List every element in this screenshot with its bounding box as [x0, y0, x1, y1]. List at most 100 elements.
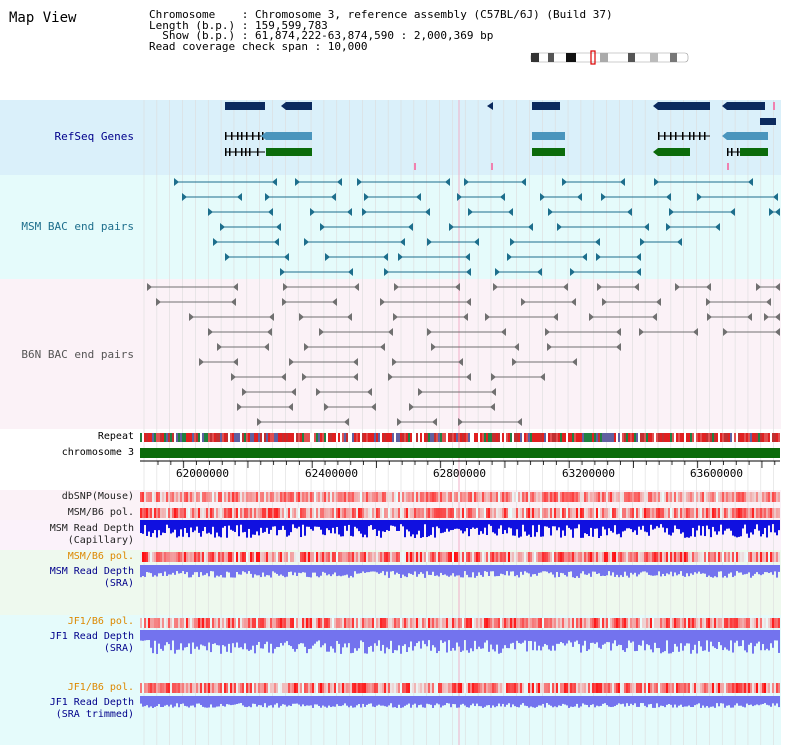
depth-bar: [720, 565, 722, 572]
repeat-segment: [414, 433, 416, 442]
heat-cell: [598, 492, 600, 502]
heat-cell: [242, 492, 244, 502]
heat-cell: [504, 618, 506, 628]
depth-bar: [556, 520, 558, 531]
depth-bar: [286, 520, 288, 537]
heat-cell: [280, 618, 282, 628]
repeat-segment: [610, 433, 612, 442]
heat-cell: [746, 618, 748, 628]
track-label-b6n-bac[interactable]: B6N BAC end pairs: [21, 348, 134, 361]
heat-cell: [200, 492, 202, 502]
depth-bar: [484, 630, 486, 643]
heat-cell: [740, 552, 742, 562]
heat-cell: [624, 683, 626, 693]
depth-bar: [760, 520, 762, 537]
heat-cell: [738, 683, 740, 693]
heat-cell: [266, 683, 268, 693]
heat-cell: [594, 618, 596, 628]
heat-cell: [444, 508, 446, 518]
depth-bar: [598, 630, 600, 648]
depth-bar: [508, 565, 510, 576]
depth-bar: [308, 520, 310, 527]
depth-bar: [734, 630, 736, 643]
repeat-segment: [332, 433, 334, 442]
repeat-segment: [250, 433, 252, 442]
heat-cell: [516, 508, 518, 518]
heat-cell: [240, 552, 242, 562]
heat-cell: [434, 552, 436, 562]
repeat-segment: [242, 433, 244, 442]
heat-cell: [414, 552, 416, 562]
depth-bar: [468, 565, 470, 578]
depth-bar: [144, 630, 146, 641]
heat-cell: [758, 683, 760, 693]
heat-cell: [456, 508, 458, 518]
depth-bar: [492, 630, 494, 650]
track-label-jf1-depth-trim-sub: (SRA trimmed): [55, 709, 134, 720]
depth-bar: [192, 696, 194, 706]
depth-bar: [684, 696, 686, 707]
repeat-segment: [166, 433, 168, 442]
depth-bar: [290, 696, 292, 707]
heat-cell: [632, 492, 634, 502]
heat-cell: [540, 552, 542, 562]
heat-cell: [460, 552, 462, 562]
depth-bar: [264, 696, 266, 704]
heat-cell: [670, 683, 672, 693]
depth-bar: [516, 565, 518, 576]
depth-bar: [162, 696, 164, 708]
depth-bar: [154, 520, 156, 531]
heat-cell: [460, 508, 462, 518]
heat-cell: [468, 618, 470, 628]
heat-cell: [140, 683, 142, 693]
depth-bar: [490, 630, 492, 645]
heat-cell: [204, 683, 206, 693]
depth-bar: [288, 630, 290, 646]
heat-cell: [642, 618, 644, 628]
heat-cell: [544, 618, 546, 628]
depth-bar: [696, 696, 698, 705]
depth-bar: [392, 630, 394, 654]
depth-bar: [674, 565, 676, 573]
track-label-msm-bac[interactable]: MSM BAC end pairs: [21, 220, 134, 233]
heat-cell: [552, 683, 554, 693]
repeat-segment: [246, 433, 248, 442]
depth-bar: [686, 520, 688, 538]
depth-bar: [446, 696, 448, 704]
depth-bar: [742, 630, 744, 641]
heat-cell: [618, 618, 620, 628]
heat-cell: [234, 508, 236, 518]
heat-cell: [392, 508, 394, 518]
heat-cell: [412, 683, 414, 693]
depth-bar: [170, 565, 172, 575]
heat-cell: [234, 552, 236, 562]
track-label-refseq[interactable]: RefSeq Genes: [54, 130, 134, 143]
depth-bar: [248, 696, 250, 707]
heat-cell: [398, 683, 400, 693]
heat-cell: [444, 618, 446, 628]
depth-bar: [636, 630, 638, 651]
heat-cell: [224, 552, 226, 562]
heat-cell: [432, 618, 434, 628]
depth-bar: [538, 565, 540, 573]
depth-bar: [256, 565, 258, 576]
depth-bar: [722, 520, 724, 535]
bac-end: [675, 283, 680, 291]
heat-cell: [700, 508, 702, 518]
heat-cell: [170, 508, 172, 518]
heat-cell: [422, 618, 424, 628]
heat-cell: [518, 508, 520, 518]
depth-bar: [700, 696, 702, 708]
gene-block: [532, 102, 560, 110]
depth-bar: [448, 520, 450, 532]
heat-cell: [342, 683, 344, 693]
depth-bar: [418, 520, 420, 531]
depth-bar: [742, 565, 744, 575]
heat-cell: [188, 552, 190, 562]
heat-cell: [248, 508, 250, 518]
heat-cell: [716, 552, 718, 562]
heat-cell: [708, 618, 710, 628]
heat-cell: [416, 618, 418, 628]
heat-cell: [250, 683, 252, 693]
